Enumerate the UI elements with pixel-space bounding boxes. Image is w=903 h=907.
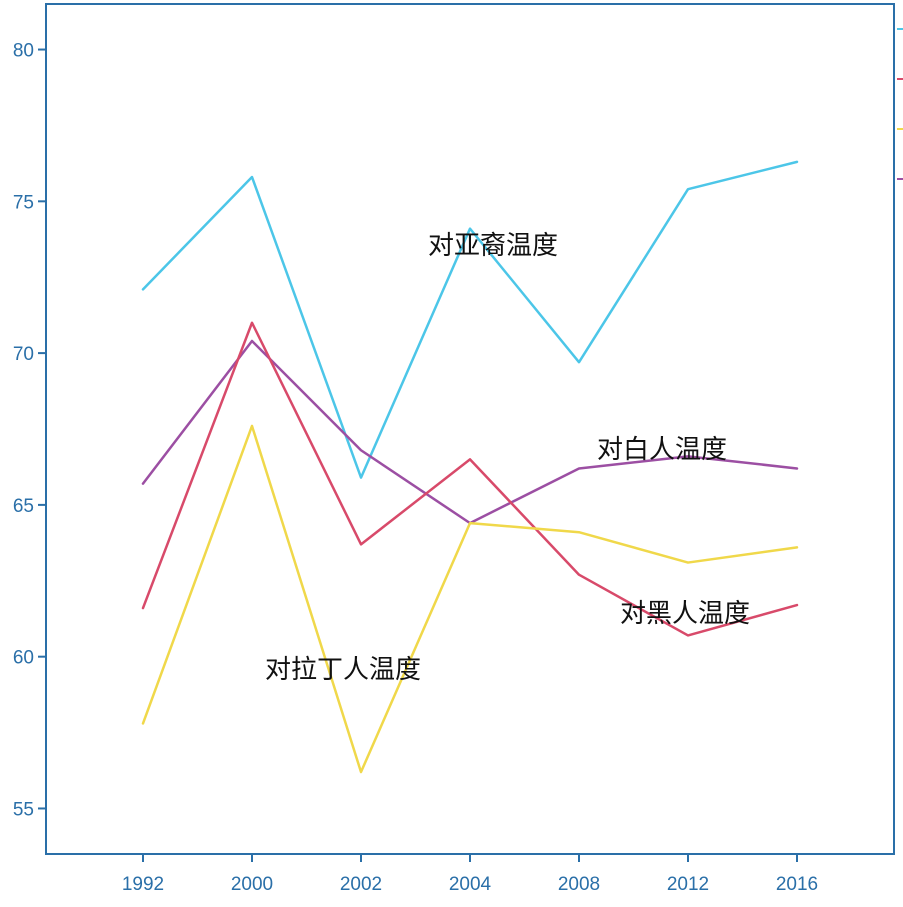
- x-axis: 1992 2000 2002 2004 2008 2012 2016: [122, 854, 818, 895]
- x-tick-label: 1992: [122, 874, 164, 895]
- y-tick-label: 80: [13, 41, 34, 62]
- x-tick-label: 2002: [340, 874, 382, 895]
- annotation-layer: 对亚裔温度 对白人温度 对黑人温度 对拉丁人温度: [265, 231, 750, 685]
- y-tick-label: 75: [13, 192, 34, 213]
- annotation-latino: 对拉丁人温度: [265, 655, 421, 685]
- y-tick-label: 65: [13, 496, 34, 517]
- x-tick-label: 2016: [776, 874, 818, 895]
- annotation-white: 对白人温度: [597, 435, 727, 465]
- x-tick-label: 2012: [667, 874, 709, 895]
- series-layer: [141, 160, 799, 774]
- series-line-2: [141, 321, 799, 637]
- y-tick-label: 55: [13, 799, 34, 820]
- x-tick-label: 2000: [231, 874, 273, 895]
- legend: [897, 28, 903, 180]
- plot-frame: [45, 3, 895, 855]
- x-tick-label: 2004: [449, 874, 492, 895]
- x-tick-label: 2008: [558, 874, 600, 895]
- annotation-black: 对黑人温度: [620, 599, 750, 629]
- y-axis: 55 60 65 70 75 80: [13, 41, 46, 820]
- y-tick-label: 60: [13, 648, 34, 669]
- y-tick-label: 70: [13, 344, 34, 365]
- annotation-asian: 对亚裔温度: [428, 231, 558, 261]
- series-line-0: [141, 160, 799, 479]
- series-line-3: [141, 424, 799, 774]
